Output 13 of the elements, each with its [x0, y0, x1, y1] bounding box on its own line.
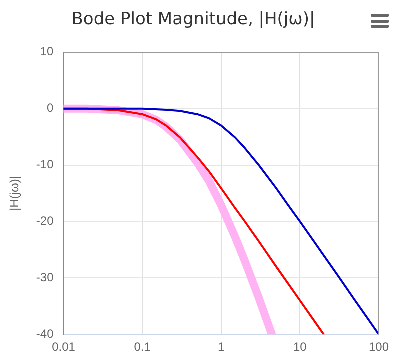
y-axis-title: |H(jω)|	[8, 176, 22, 211]
y-tick-label: -30	[36, 270, 54, 284]
x-tick-label: 1	[218, 340, 226, 354]
y-tick-label: 0	[47, 101, 54, 116]
y-tick-label: -20	[36, 214, 54, 228]
chart-title: Bode Plot Magnitude, |H(jω)|	[72, 10, 316, 30]
y-tick-label: -40	[36, 326, 54, 341]
x-tick-label: 0.1	[134, 340, 152, 354]
x-tick-label: 0.01	[52, 340, 76, 354]
y-tick-label: 10	[40, 44, 54, 59]
x-tick-label: 10	[294, 340, 308, 354]
x-tick-label: 100	[368, 340, 390, 354]
y-tick-label: -10	[36, 158, 54, 172]
